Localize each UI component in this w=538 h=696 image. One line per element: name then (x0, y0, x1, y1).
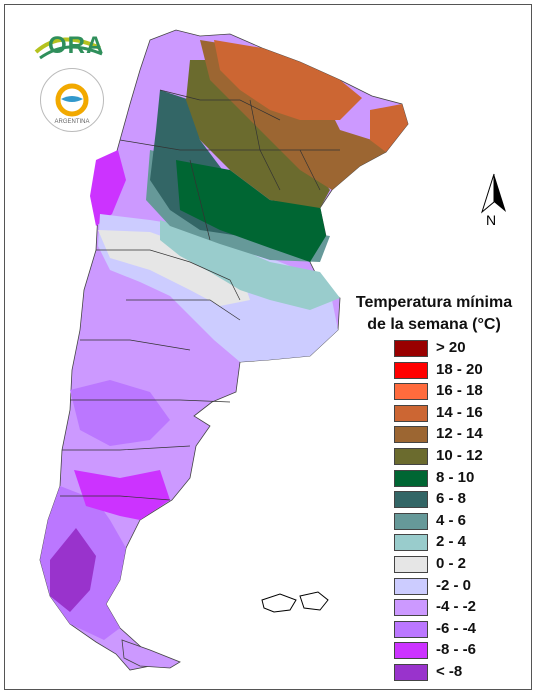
legend-title-line-2: de la semana (°C) (367, 316, 501, 333)
region-14-16 (214, 40, 362, 120)
legend-label: 4 - 6 (436, 511, 467, 529)
legend-label: 2 - 4 (436, 533, 467, 551)
legend-swatch (394, 469, 428, 487)
north-arrow-icon (481, 173, 506, 214)
legend-swatch (394, 620, 428, 638)
region-8-10 (176, 160, 326, 262)
legend-label: 8 - 10 (436, 468, 475, 486)
region-near-zero (98, 230, 250, 306)
seal-text: ARGENTINA (54, 119, 90, 125)
region-14-16-east (370, 104, 408, 152)
legend-swatch (394, 555, 428, 573)
legend-label: > 20 (436, 339, 466, 356)
tierra-del-fuego (121, 639, 181, 669)
legend-label: -4 - -2 (436, 598, 477, 616)
legend-swatch (394, 404, 428, 422)
region-cold-north (90, 150, 126, 226)
ora-logo-text: ORA (48, 32, 105, 59)
north-label: N (486, 212, 497, 228)
legend-swatch (394, 577, 428, 595)
legend-swatch (394, 361, 428, 379)
province-borders (60, 89, 340, 501)
legend-swatch (394, 426, 428, 444)
region-cold-south-2 (74, 470, 170, 520)
legend-label: 0 - 2 (436, 554, 467, 572)
legend-swatch (394, 534, 428, 552)
legend-label: -8 - -6 (436, 641, 477, 659)
legend-title-line-1: Temperatura mínima (355, 294, 513, 311)
smn-seal: ARGENTINA (40, 68, 104, 132)
region-10-12 (186, 60, 330, 208)
legend-swatch (394, 383, 428, 401)
legend-label: 6 - 8 (436, 490, 467, 508)
legend-swatch (394, 340, 428, 357)
legend-label: < -8 (436, 662, 463, 680)
legend-title: Temperatura mínima de la semana (°C) (346, 292, 522, 336)
legend-label: 16 - 18 (436, 382, 483, 400)
legend-label: 12 - 14 (436, 425, 483, 443)
legend-label: -6 - -4 (436, 619, 477, 637)
legend-swatch (394, 491, 428, 509)
legend-swatch (394, 642, 428, 660)
malvinas-islands (261, 591, 329, 613)
region-2-4 (160, 220, 340, 310)
region-coldest (50, 528, 96, 612)
legend-label: 14 - 16 (436, 403, 483, 421)
legend-swatch (394, 663, 428, 681)
legend-swatch (394, 512, 428, 530)
legend-label: 10 - 12 (436, 446, 483, 464)
legend-swatch (394, 599, 428, 617)
region-cold-mid (70, 380, 170, 446)
legend-swatch (394, 447, 428, 465)
legend-label: -2 - 0 (436, 576, 472, 594)
ora-logo: ORA (34, 30, 106, 64)
map-frame (4, 4, 532, 690)
seal-emblem-icon (55, 83, 89, 117)
legend-label: 18 - 20 (436, 360, 483, 378)
ora-leaf-icon (34, 37, 103, 60)
